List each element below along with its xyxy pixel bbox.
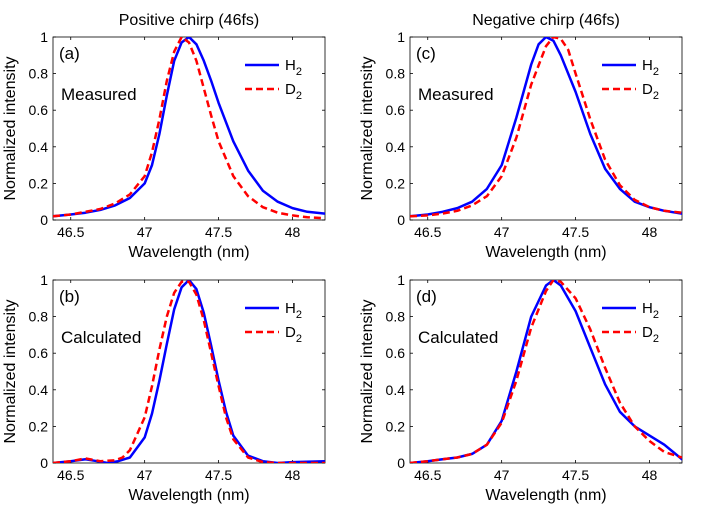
panel-a: 46.5 47 47.5 48 0 0.2 0.4 0.6 0.8 1 Wavelength (nm… [2, 12, 326, 261]
x-tick-label: 47.5 [562, 467, 589, 483]
panel-label: (b) [59, 287, 80, 306]
x-tick-label: 46.5 [57, 224, 84, 240]
legend-entry: D2 [285, 81, 302, 102]
legend-entry: H2 [285, 300, 302, 321]
x-tick-label: 47.5 [205, 224, 232, 240]
x-tick-label: 48 [642, 224, 658, 240]
y-tick-label: 1 [397, 272, 405, 288]
legend-entry: D2 [642, 81, 659, 102]
y-tick-label: 0.4 [29, 382, 49, 398]
y-axis-label: Normalized intensity [359, 56, 376, 200]
x-tick-label: 47 [494, 467, 510, 483]
panel-label: (a) [59, 44, 80, 63]
x-tick-label: 48 [285, 467, 301, 483]
panel-label: (d) [416, 287, 437, 306]
series-line-h2 [410, 37, 682, 218]
x-tick-label: 47 [137, 467, 153, 483]
x-tick-label: 47.5 [562, 224, 589, 240]
x-axis-label: Wavelength (nm) [128, 244, 249, 261]
y-tick-label: 0.2 [386, 175, 406, 191]
series-line-d2 [410, 280, 682, 463]
legend-entry: H2 [642, 300, 659, 321]
y-tick-label: 0.8 [386, 66, 406, 82]
y-tick-label: 0.6 [386, 102, 406, 118]
y-tick-label: 1 [40, 29, 48, 45]
x-axis-label: Wavelength (nm) [485, 244, 606, 261]
series-line-d2 [53, 37, 325, 220]
legend-entry: D2 [285, 324, 302, 345]
y-tick-label: 0 [40, 455, 48, 471]
x-axis-label: Wavelength (nm) [485, 487, 606, 504]
panel-annotation: Calculated [61, 328, 141, 347]
y-axis-label: Normalized intensity [2, 299, 19, 443]
y-tick-label: 0.6 [29, 345, 49, 361]
y-tick-label: 0.2 [29, 175, 49, 191]
series-line-d2 [410, 37, 682, 218]
x-tick-label: 46.5 [414, 224, 441, 240]
y-tick-label: 0 [397, 212, 405, 228]
y-tick-label: 0.6 [386, 345, 406, 361]
x-tick-label: 47 [494, 224, 510, 240]
y-axis-label: Normalized intensity [2, 56, 19, 200]
y-axis-label: Normalized intensity [359, 299, 376, 443]
series-line-d2 [53, 280, 325, 463]
panel-label: (c) [416, 44, 436, 63]
y-tick-label: 0.2 [386, 418, 406, 434]
panel-annotation: Calculated [418, 328, 498, 347]
y-tick-label: 0.4 [386, 139, 406, 155]
x-tick-label: 48 [642, 467, 658, 483]
y-tick-label: 0.8 [29, 309, 49, 325]
y-tick-label: 0.8 [386, 309, 406, 325]
panel-c: 46.5 47 47.5 48 0 0.2 0.4 0.6 0.8 1 Wavelength (nm… [359, 12, 683, 261]
y-tick-label: 0.4 [29, 139, 49, 155]
panel-annotation: Measured [61, 85, 137, 104]
axes-box [409, 279, 683, 464]
legend-entry: D2 [642, 324, 659, 345]
column-title: Positive chirp (46fs) [119, 12, 260, 29]
x-tick-label: 47.5 [205, 467, 232, 483]
y-tick-label: 0 [40, 212, 48, 228]
x-tick-label: 47 [137, 224, 153, 240]
panel-b: 46.5 47 47.5 48 0 0.2 0.4 0.6 0.8 1 Wavelength (nm… [2, 272, 326, 504]
panel-d: 46.5 47 47.5 48 0 0.2 0.4 0.6 0.8 1 Wavelength (nm… [359, 272, 683, 504]
panel-annotation: Measured [418, 85, 494, 104]
x-tick-label: 46.5 [414, 467, 441, 483]
y-tick-label: 0.6 [29, 102, 49, 118]
x-tick-label: 48 [285, 224, 301, 240]
x-axis-label: Wavelength (nm) [128, 487, 249, 504]
legend-entry: H2 [285, 57, 302, 78]
y-tick-label: 0.4 [386, 382, 406, 398]
x-tick-label: 46.5 [57, 467, 84, 483]
y-tick-label: 0 [397, 455, 405, 471]
y-tick-label: 0.8 [29, 66, 49, 82]
y-tick-label: 0.2 [29, 418, 49, 434]
y-tick-label: 1 [397, 29, 405, 45]
legend-entry: H2 [642, 57, 659, 78]
column-title: Negative chirp (46fs) [472, 12, 620, 29]
y-tick-label: 1 [40, 272, 48, 288]
